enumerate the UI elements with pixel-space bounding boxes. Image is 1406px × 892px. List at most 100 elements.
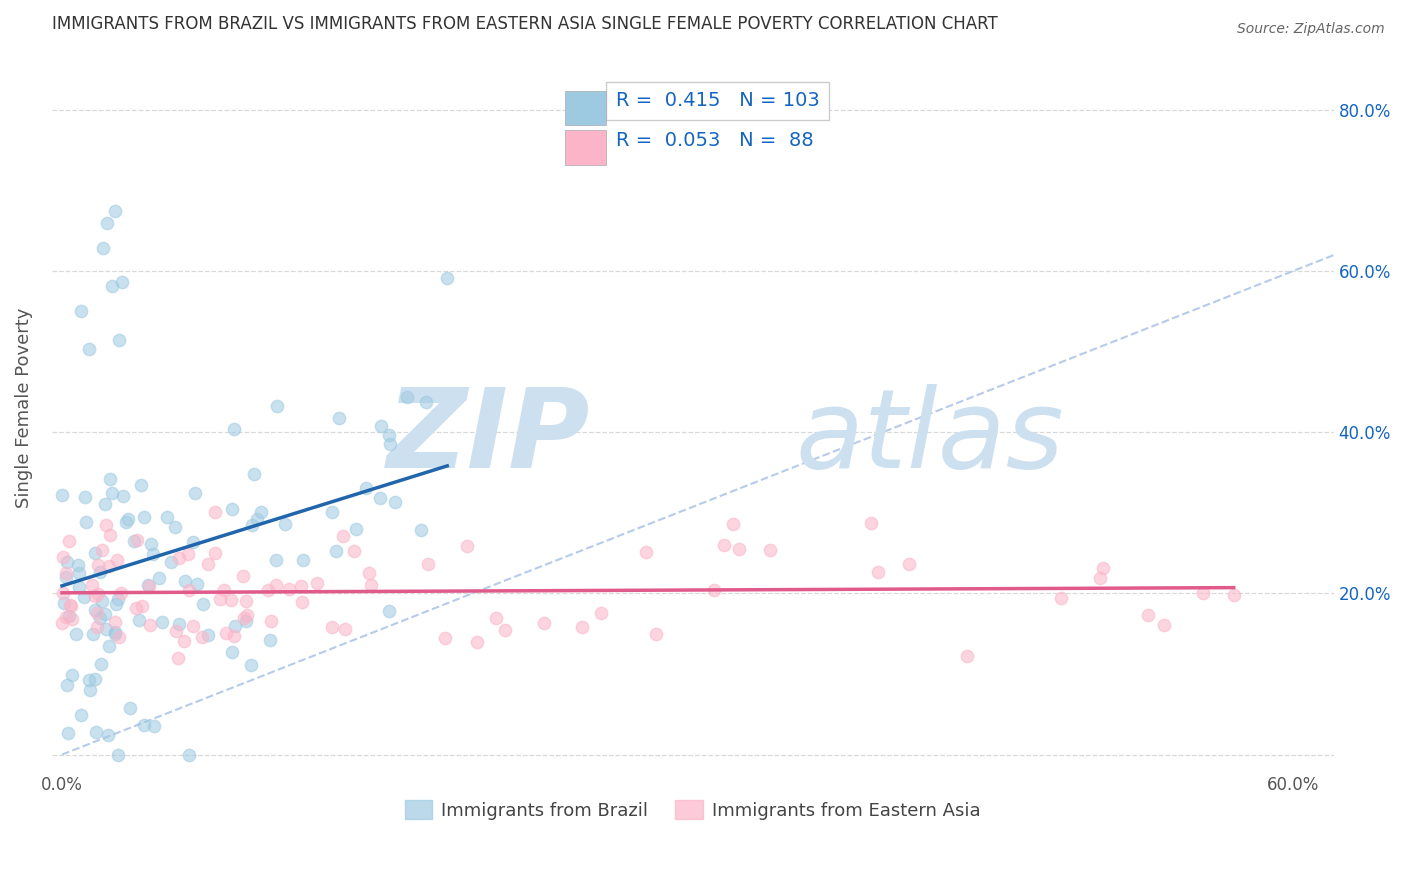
Point [52,586,75,600]
Point [259,632,281,647]
Point [197,628,219,642]
Point [104,203,127,218]
Point [465,635,488,649]
Point [134,718,156,732]
Point [89,610,111,624]
Point [219,592,242,607]
Point [260,614,283,628]
Point [75,515,97,529]
Text: IMMIGRANTS FROM BRAZIL VS IMMIGRANTS FROM EASTERN ASIA SINGLE FEMALE POVERTY COR: IMMIGRANTS FROM BRAZIL VS IMMIGRANTS FRO… [52,15,997,33]
Point [87,558,110,572]
Point [233,611,256,625]
Point [235,594,257,608]
Point [368,491,391,505]
Point [128,613,150,627]
Point [759,543,782,558]
Point [84,603,107,617]
Point [55,610,77,624]
Point [212,582,235,597]
Point [250,504,273,518]
Point [274,517,297,532]
Point [1091,560,1114,574]
Point [634,545,657,559]
Text: ZIP: ZIP [387,384,591,491]
Point [55,570,77,584]
Point [291,553,314,567]
Point [56,678,79,692]
Point [328,411,350,425]
Point [266,552,288,566]
Point [67,566,90,581]
Point [131,477,153,491]
Point [138,617,160,632]
Point [235,615,257,629]
Point [434,632,457,646]
Point [60,612,83,626]
Point [191,597,214,611]
Point [65,626,87,640]
Point [77,673,100,687]
Point [127,533,149,547]
Point [956,649,979,664]
Y-axis label: Single Female Poverty: Single Female Poverty [15,308,32,508]
Point [533,616,555,631]
Point [224,422,246,436]
Point [104,597,127,611]
Point [343,543,366,558]
Point [101,279,124,293]
Point [125,601,148,615]
Point [69,303,91,318]
Point [75,490,97,504]
Point [58,608,80,623]
Point [191,630,214,644]
Point [173,634,195,648]
Point [177,582,200,597]
Point [104,624,127,639]
Point [67,558,90,572]
Point [156,509,179,524]
Point [456,539,478,553]
Point [143,719,166,733]
Point [165,519,187,533]
Point [860,516,883,530]
Point [264,578,287,592]
Point [359,566,381,580]
Point [51,615,73,630]
Point [1050,591,1073,605]
Point [290,579,312,593]
Point [55,566,77,581]
Point [136,578,159,592]
Point [52,596,75,610]
Point [52,550,75,565]
Point [148,571,170,585]
Point [108,631,131,645]
Point [159,555,181,569]
Point [332,529,354,543]
Point [90,543,112,558]
Point [197,558,219,572]
Point [644,626,666,640]
Point [183,618,205,632]
Point [291,595,314,609]
Text: R =  0.415   N = 103: R = 0.415 N = 103 [616,91,820,111]
FancyBboxPatch shape [564,130,606,165]
Point [107,592,129,607]
Point [115,515,138,529]
Point [177,747,200,762]
Point [118,700,141,714]
Point [356,481,378,495]
FancyBboxPatch shape [564,91,606,126]
Point [713,538,735,552]
Point [131,599,153,613]
Point [208,592,231,607]
Point [236,607,259,622]
Point [84,672,107,686]
Point [378,604,401,618]
Point [104,626,127,640]
Point [60,668,83,682]
Point [97,639,120,653]
Point [86,620,108,634]
Point [380,436,402,450]
Point [142,547,165,561]
Point [96,216,118,230]
